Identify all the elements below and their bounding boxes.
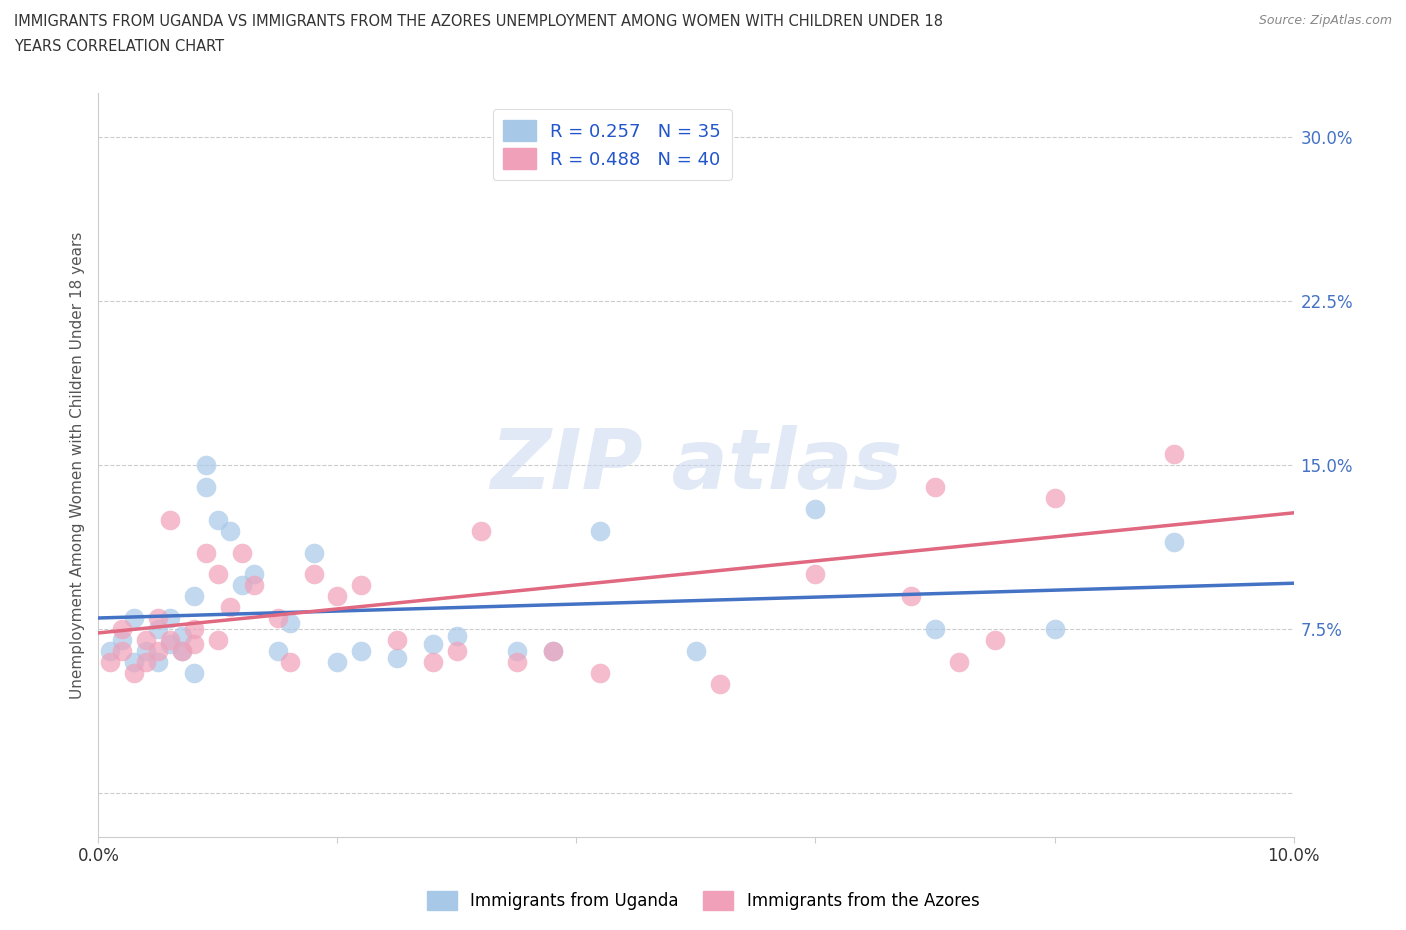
Point [124, 655, 146, 670]
Point [172, 644, 194, 658]
Point [159, 637, 181, 652]
Point [278, 615, 301, 630]
Point [148, 611, 170, 626]
Point [231, 545, 253, 560]
Point [135, 644, 157, 658]
Point [1043, 490, 1066, 505]
Y-axis label: Unemployment Among Women with Children Under 18 years: Unemployment Among Women with Children U… [70, 232, 86, 698]
Point [267, 611, 290, 626]
Point [350, 644, 373, 658]
Point [124, 666, 146, 681]
Point [446, 644, 468, 658]
Point [422, 655, 444, 670]
Point [506, 655, 529, 670]
Point [148, 621, 170, 636]
Text: YEARS CORRELATION CHART: YEARS CORRELATION CHART [14, 39, 224, 54]
Point [470, 524, 492, 538]
Point [589, 666, 612, 681]
Point [685, 644, 707, 658]
Point [385, 650, 409, 665]
Point [148, 655, 170, 670]
Point [243, 578, 266, 592]
Text: Source: ZipAtlas.com: Source: ZipAtlas.com [1258, 14, 1392, 27]
Point [948, 655, 970, 670]
Point [267, 644, 290, 658]
Point [195, 480, 218, 495]
Point [207, 632, 229, 647]
Point [98, 644, 122, 658]
Point [148, 644, 170, 658]
Point [541, 644, 564, 658]
Point [183, 666, 205, 681]
Point [1163, 446, 1185, 461]
Point [1043, 621, 1066, 636]
Point [1163, 534, 1185, 549]
Legend: Immigrants from Uganda, Immigrants from the Azores: Immigrants from Uganda, Immigrants from … [420, 884, 986, 917]
Point [661, 152, 683, 166]
Text: ZIP atlas: ZIP atlas [489, 424, 903, 506]
Point [159, 632, 181, 647]
Point [302, 545, 325, 560]
Point [111, 632, 134, 647]
Point [135, 632, 157, 647]
Point [159, 611, 181, 626]
Point [385, 632, 409, 647]
Point [111, 644, 134, 658]
Point [709, 676, 731, 691]
Point [207, 512, 229, 527]
Point [326, 655, 349, 670]
Point [231, 578, 253, 592]
Point [124, 611, 146, 626]
Point [541, 644, 564, 658]
Point [243, 567, 266, 582]
Point [183, 621, 205, 636]
Point [422, 637, 444, 652]
Point [183, 589, 205, 604]
Point [446, 629, 468, 644]
Point [302, 567, 325, 582]
Point [350, 578, 373, 592]
Point [924, 621, 946, 636]
Point [135, 655, 157, 670]
Point [172, 629, 194, 644]
Point [183, 637, 205, 652]
Point [804, 567, 827, 582]
Point [172, 644, 194, 658]
Point [98, 655, 122, 670]
Point [278, 655, 301, 670]
Point [804, 501, 827, 516]
Point [207, 567, 229, 582]
Point [506, 644, 529, 658]
Point [924, 480, 946, 495]
Point [326, 589, 349, 604]
Point [195, 545, 218, 560]
Point [111, 621, 134, 636]
Point [589, 524, 612, 538]
Point [900, 589, 922, 604]
Text: IMMIGRANTS FROM UGANDA VS IMMIGRANTS FROM THE AZORES UNEMPLOYMENT AMONG WOMEN WI: IMMIGRANTS FROM UGANDA VS IMMIGRANTS FRO… [14, 14, 943, 29]
Point [219, 524, 242, 538]
Point [984, 632, 1007, 647]
Point [195, 458, 218, 472]
Point [219, 600, 242, 615]
Legend: R = 0.257   N = 35, R = 0.488   N = 40: R = 0.257 N = 35, R = 0.488 N = 40 [492, 110, 733, 180]
Point [159, 512, 181, 527]
